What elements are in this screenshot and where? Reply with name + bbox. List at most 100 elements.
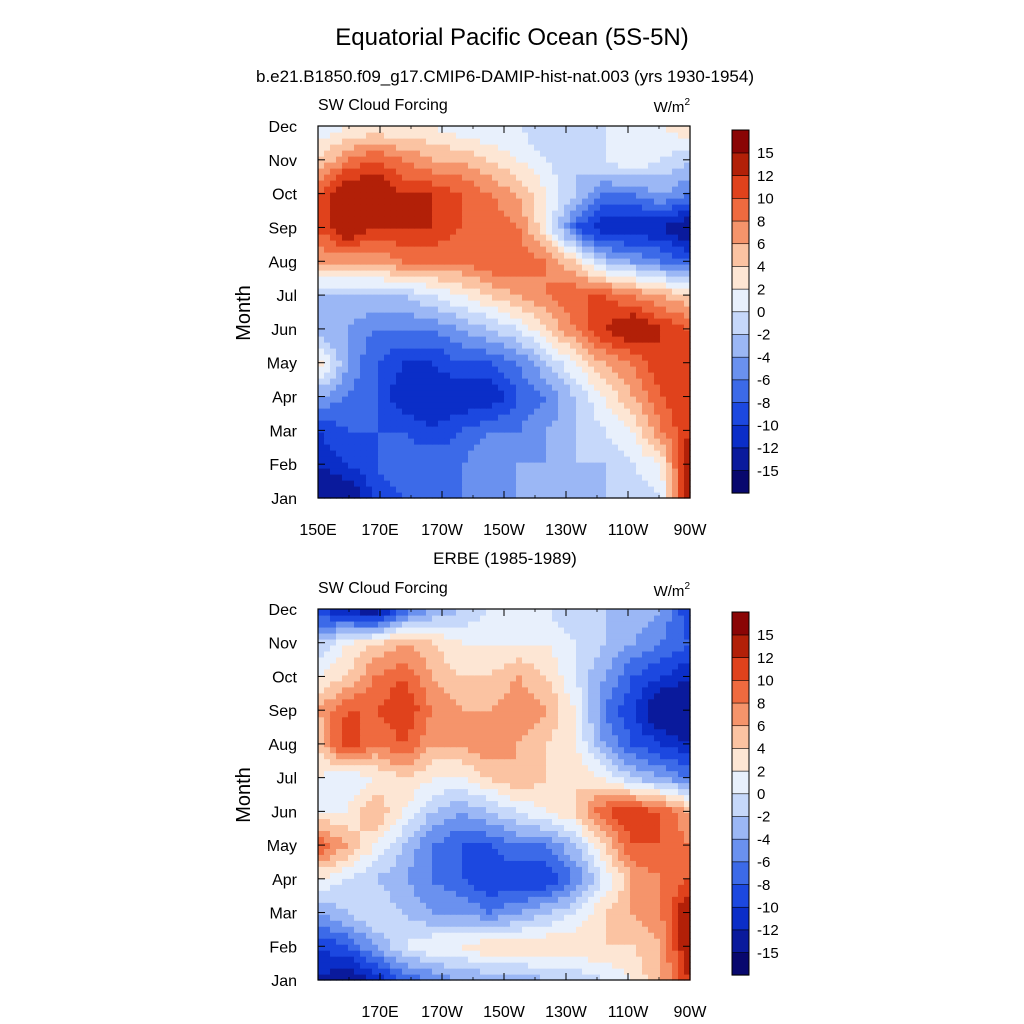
contour-cell <box>360 372 367 379</box>
contour-cell <box>630 162 637 169</box>
contour-cell <box>402 150 409 157</box>
contour-cell <box>360 216 367 223</box>
contour-cell <box>600 312 607 319</box>
contour-cell <box>456 198 463 205</box>
contour-cell <box>438 252 445 259</box>
contour-cell <box>654 294 661 301</box>
contour-cell <box>504 974 511 981</box>
contour-cell <box>342 216 349 223</box>
contour-cell <box>336 366 343 373</box>
contour-cell <box>438 126 445 133</box>
contour-cell <box>582 192 589 199</box>
contour-cell <box>582 324 589 331</box>
contour-cell <box>594 234 601 241</box>
contour-cell <box>342 384 349 391</box>
contour-cell <box>462 420 469 427</box>
contour-cell <box>558 468 565 475</box>
contour-cell <box>522 492 529 499</box>
contour-cell <box>624 306 631 313</box>
contour-cell <box>546 944 553 951</box>
contour-cell <box>402 180 409 187</box>
contour-cell <box>564 156 571 163</box>
contour-cell <box>492 294 499 301</box>
contour-cell <box>414 342 421 349</box>
contour-cell <box>534 240 541 247</box>
contour-cell <box>528 444 535 451</box>
contour-cell <box>402 444 409 451</box>
contour-cell <box>378 126 385 133</box>
contour-cell <box>582 348 589 355</box>
contour-cell <box>678 366 685 373</box>
contour-cell <box>624 480 631 487</box>
contour-cell <box>492 914 499 921</box>
contour-cell <box>444 282 451 289</box>
contour-cell <box>570 360 577 367</box>
contour-cell <box>522 210 529 217</box>
contour-cell <box>552 306 559 313</box>
contour-cell <box>354 144 361 151</box>
contour-cell <box>516 312 523 319</box>
contour-cell <box>570 908 577 915</box>
contour-cell <box>546 300 553 307</box>
contour-cell <box>600 354 607 361</box>
contour-cell <box>480 168 487 175</box>
contour-cell <box>456 204 463 211</box>
contour-cell <box>396 408 403 415</box>
contour-cell <box>636 974 643 981</box>
contour-cell <box>582 222 589 229</box>
contour-cell <box>672 378 679 385</box>
contour-cell <box>642 950 649 957</box>
contour-cell <box>516 414 523 421</box>
contour-cell <box>420 150 427 157</box>
contour-cell <box>348 264 355 271</box>
contour-cell <box>594 462 601 469</box>
contour-cell <box>654 950 661 957</box>
contour-cell <box>666 932 673 939</box>
contour-cell <box>606 228 613 235</box>
contour-cell <box>648 408 655 415</box>
contour-cell <box>456 408 463 415</box>
contour-cell <box>612 222 619 229</box>
contour-cell <box>612 348 619 355</box>
contour-cell <box>660 444 667 451</box>
contour-cell <box>606 390 613 397</box>
contour-cell <box>402 450 409 457</box>
contour-cell <box>510 390 517 397</box>
contour-cell <box>324 324 331 331</box>
contour-cell <box>540 944 547 951</box>
contour-cell <box>444 462 451 469</box>
contour-cell <box>684 234 691 241</box>
contour-cell <box>420 306 427 313</box>
contour-cell <box>378 174 385 181</box>
contour-cell <box>354 384 361 391</box>
contour-cell <box>354 360 361 367</box>
contour-cell <box>468 276 475 283</box>
contour-cell <box>492 462 499 469</box>
colorbar-label: 2 <box>757 281 765 298</box>
contour-cell <box>660 402 667 409</box>
contour-cell <box>450 438 457 445</box>
contour-cell <box>456 138 463 145</box>
contour-cell <box>336 908 343 915</box>
contour-cell <box>360 168 367 175</box>
contour-cell <box>342 234 349 241</box>
contour-cell <box>354 204 361 211</box>
contour-cell <box>636 962 643 969</box>
contour-cell <box>330 384 337 391</box>
contour-cell <box>552 486 559 493</box>
contour-cell <box>672 186 679 193</box>
contour-cell <box>486 246 493 253</box>
contour-cell <box>630 932 637 939</box>
contour-cell <box>684 264 691 271</box>
contour-cell <box>324 878 331 885</box>
contour-cell <box>582 270 589 277</box>
contour-cell <box>468 318 475 325</box>
contour-cell <box>504 456 511 463</box>
contour-cell <box>510 186 517 193</box>
contour-cell <box>474 366 481 373</box>
contour-cell <box>642 198 649 205</box>
contour-cell <box>660 234 667 241</box>
contour-cell <box>492 450 499 457</box>
contour-cell <box>456 468 463 475</box>
contour-cell <box>414 378 421 385</box>
